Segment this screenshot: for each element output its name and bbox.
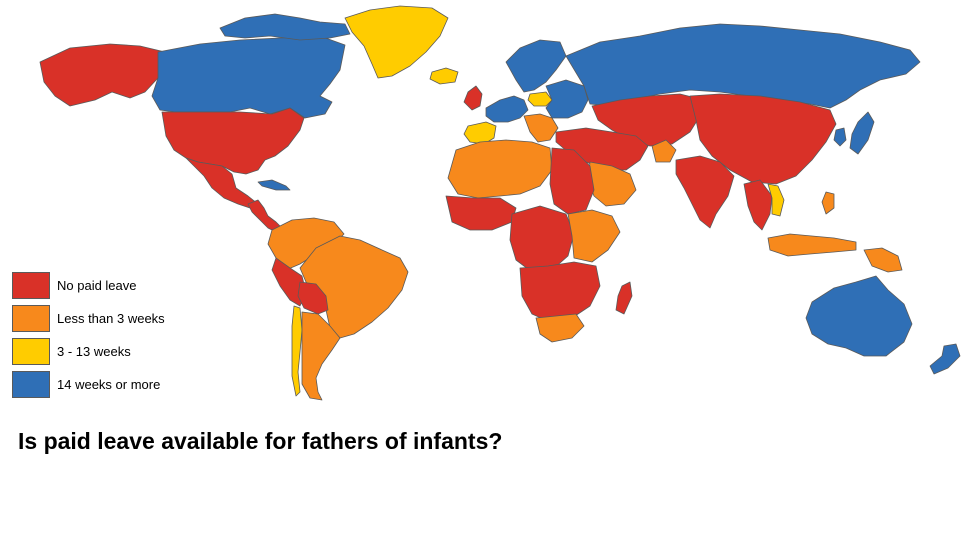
region-egypt-sudan xyxy=(549,147,595,215)
region-indonesia xyxy=(767,233,857,257)
region-spain-and-portugal xyxy=(463,121,497,145)
region-west-africa xyxy=(445,195,517,231)
region-eastern-europe xyxy=(545,79,589,119)
legend-label: Less than 3 weeks xyxy=(57,311,165,326)
legend-label: 3 - 13 weeks xyxy=(57,344,131,359)
region-canadian-arctic-islands xyxy=(219,13,351,41)
legend-item-14-weeks-or-more: 14 weeks or more xyxy=(12,371,212,404)
region-china-mongolia xyxy=(689,93,837,185)
region-japan xyxy=(849,111,875,155)
legend-item-no-paid-leave: No paid leave xyxy=(12,272,212,305)
region-cuba xyxy=(257,179,291,191)
legend-swatch xyxy=(12,338,50,365)
region-north-africa xyxy=(447,139,553,199)
region-australia xyxy=(805,275,913,357)
legend-swatch xyxy=(12,272,50,299)
region-new-zealand xyxy=(929,343,961,375)
region-chile xyxy=(291,305,303,397)
legend-label: 14 weeks or more xyxy=(57,377,161,392)
region-india xyxy=(675,155,735,229)
region-canada xyxy=(151,35,346,119)
region-united-states xyxy=(161,107,305,175)
region-papua-new-guinea xyxy=(863,247,903,273)
region-vietnam-laos xyxy=(767,183,785,217)
region-greenland xyxy=(344,5,449,79)
legend-swatch xyxy=(12,371,50,398)
region-scandinavia xyxy=(505,39,567,93)
region-south-africa xyxy=(535,313,585,343)
world-map xyxy=(39,5,961,401)
region-western-europe xyxy=(485,95,529,123)
region-bolivia xyxy=(297,281,329,315)
region-united-kingdom xyxy=(463,85,483,111)
region-balkans xyxy=(523,113,559,143)
region-korea xyxy=(833,127,847,147)
region-saudi-arabia xyxy=(587,161,637,207)
legend-item-less-than-3-weeks: Less than 3 weeks xyxy=(12,305,212,338)
region-east-africa xyxy=(567,209,621,263)
map-legend: No paid leave Less than 3 weeks 3 - 13 w… xyxy=(12,272,212,404)
region-poland xyxy=(527,91,553,107)
region-southern-africa xyxy=(519,261,601,323)
region-alaska xyxy=(39,43,166,107)
region-central-africa xyxy=(509,205,575,273)
region-argentina xyxy=(301,311,341,401)
legend-label: No paid leave xyxy=(57,278,137,293)
region-philippines xyxy=(821,191,835,215)
region-madagascar xyxy=(615,281,633,315)
legend-swatch xyxy=(12,305,50,332)
map-title: Is paid leave available for fathers of i… xyxy=(18,428,503,454)
region-afghanistan xyxy=(651,139,677,163)
region-peru xyxy=(271,257,307,307)
region-iceland xyxy=(429,67,459,85)
region-southeast-asia xyxy=(743,179,773,231)
legend-item-3-13-weeks: 3 - 13 weeks xyxy=(12,338,212,371)
